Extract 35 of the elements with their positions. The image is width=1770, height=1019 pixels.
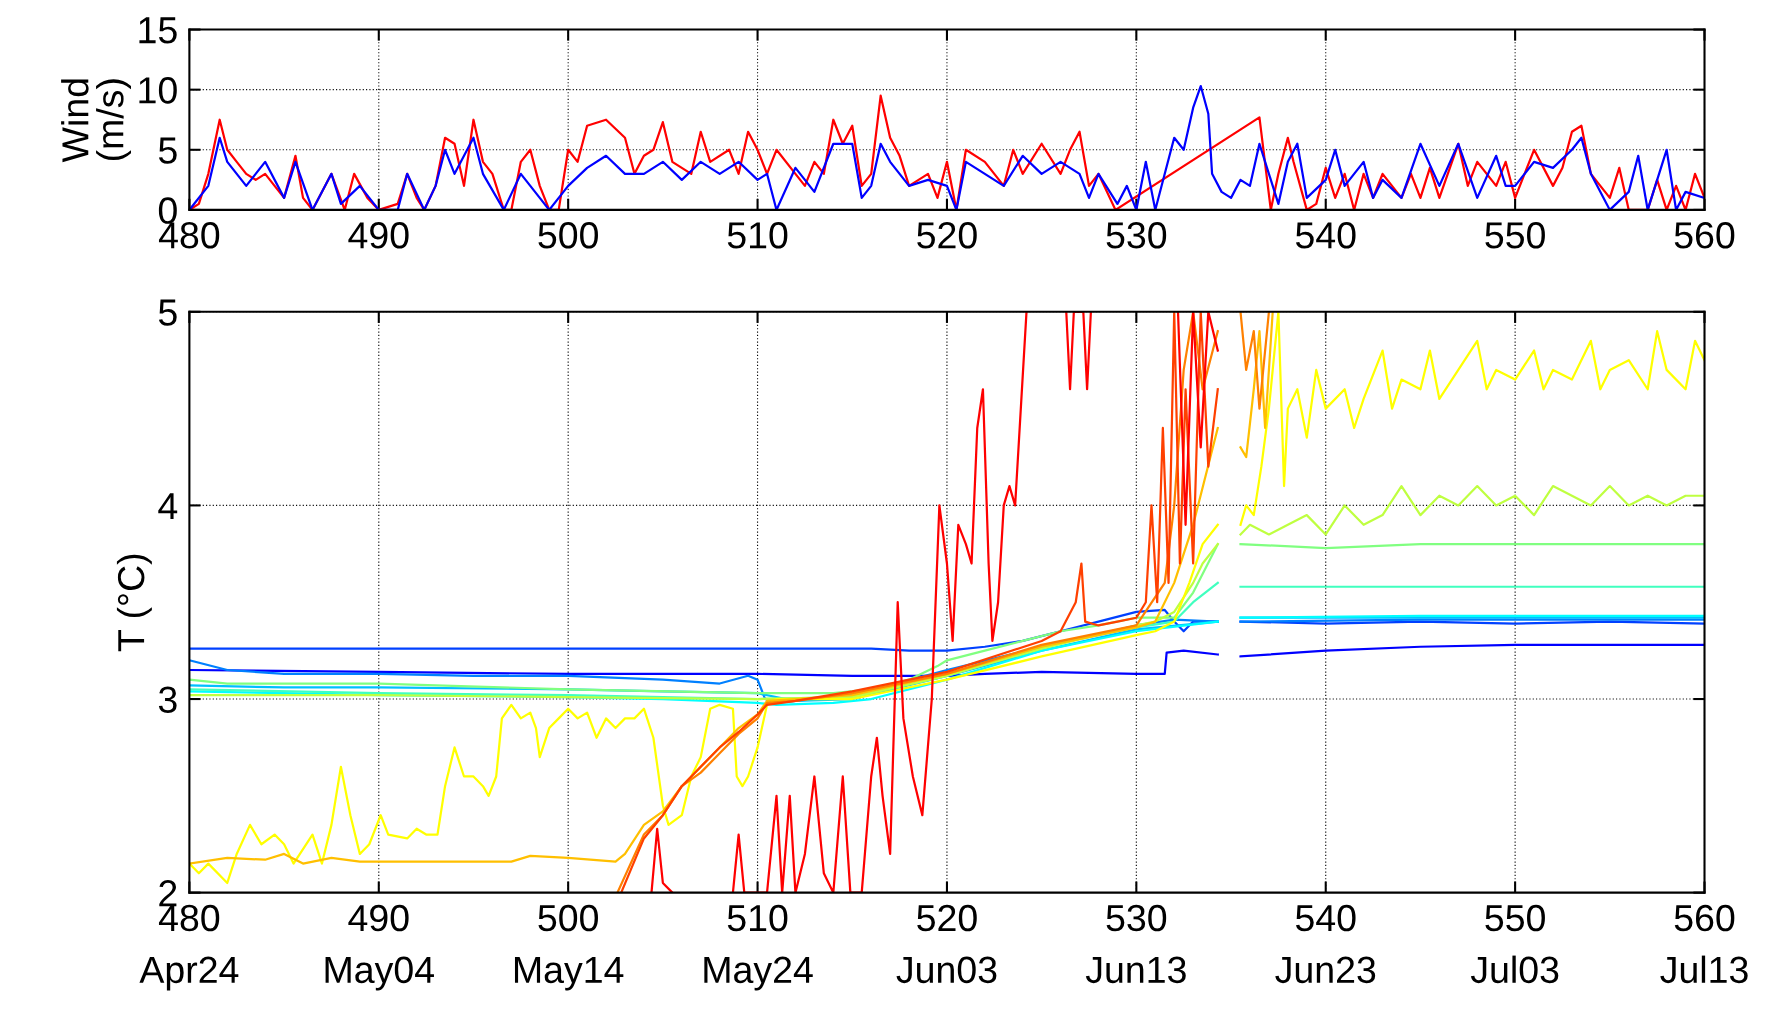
x-tick-label: 500 (538, 222, 598, 249)
x-tick-label: 480 (158, 222, 220, 249)
x2-tick-label: Jun03 (896, 956, 997, 984)
x-tick-label: 530 (1106, 904, 1167, 932)
x-tick-label: 520 (917, 222, 977, 249)
x-tick-label: 500 (538, 904, 598, 932)
x2-tick-label: May04 (325, 956, 434, 991)
y-tick-label: 5 (158, 299, 177, 326)
x2-tick-label: Jul03 (1470, 955, 1559, 984)
x-tick-label: 560 (1674, 904, 1735, 932)
x-tick-label: 550 (1485, 904, 1545, 932)
y-tick-label: 5 (158, 137, 177, 164)
x2-tick-label: May14 (514, 956, 624, 991)
y-tick-label: 0 (158, 197, 177, 224)
x2-tick-label: Jun13 (1085, 956, 1186, 984)
y-tick-label: 3 (158, 686, 177, 713)
x2-tick-label: May24 (704, 956, 813, 991)
x-tick-label: 560 (1674, 222, 1735, 249)
x-tick-label: 520 (917, 904, 977, 932)
y-axis-title: T (°C) (116, 554, 152, 652)
y-tick-label: 4 (158, 493, 178, 520)
y-tick-label: 10 (139, 77, 177, 104)
x-tick-label: 510 (727, 222, 788, 249)
x-tick-label: 540 (1295, 904, 1356, 932)
y-tick-label: 15 (139, 17, 177, 44)
y-axis-title: Wind (m/s) (61, 79, 131, 163)
x-tick-label: 530 (1106, 222, 1167, 249)
x-tick-label: 490 (348, 222, 409, 249)
x-tick-label: 490 (348, 904, 409, 932)
x2-tick-label: Jul13 (1660, 955, 1748, 984)
x2-tick-label: Jun23 (1275, 956, 1376, 984)
x2-tick-label: Apr24 (139, 956, 239, 991)
x-tick-label: 540 (1295, 222, 1356, 249)
x-tick-label: 510 (727, 904, 788, 932)
x-tick-label: 550 (1485, 222, 1545, 249)
